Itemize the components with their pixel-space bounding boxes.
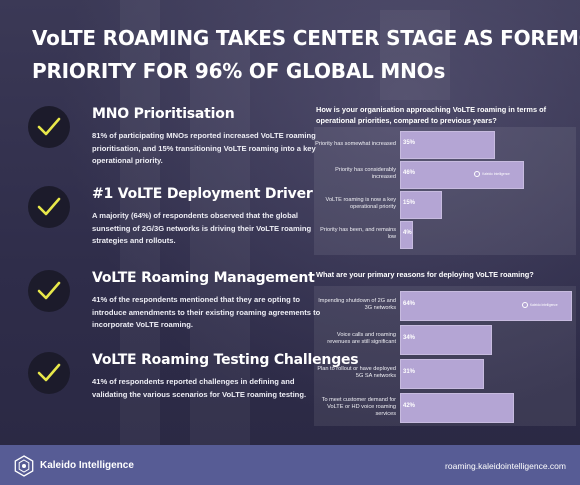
bar-row: Impending shutdown of 2G and 3G networks… [314, 288, 576, 322]
chart-deployment-reasons: Impending shutdown of 2G and 3G networks… [314, 286, 576, 426]
bar-value-label: 46% [403, 170, 416, 176]
bar-value-label: 35% [403, 140, 416, 146]
chart-title: How is your organisation approaching VoL… [316, 105, 547, 125]
checkmark-icon [28, 270, 70, 312]
title-line: PRIORITY FOR 96% OF GLOBAL MNOs [32, 59, 446, 83]
bar-category-label: Priority has been, and remains low [320, 227, 396, 240]
bar-category-label: To meet customer demand for VoLTE or HD … [321, 396, 396, 417]
feature-heading: #1 VoLTE Deployment Driver [92, 186, 313, 202]
background-building [120, 0, 160, 445]
bar-value-label: 34% [403, 335, 416, 341]
bar-value-label: 4% [403, 230, 412, 236]
bar [400, 131, 495, 159]
bar-row: Priority has considerably increased 46% Ka… [314, 159, 576, 189]
bar-category-label: Priority has considerably increased [335, 167, 396, 180]
footer-url[interactable]: roaming.kaleidointelligence.com [445, 461, 566, 471]
feature-body: 81% of participating MNOs reported incre… [92, 131, 316, 165]
watermark-stamp: Kaleido Intelligence [522, 302, 558, 308]
feature-heading: VoLTE Roaming Testing Challenges [92, 352, 359, 368]
bar-row: Voice calls and roaming revenues are sti… [314, 322, 576, 356]
feature-body: 41% of the respondents mentioned that th… [92, 295, 321, 329]
bar [400, 325, 493, 355]
kaleido-logo-icon [12, 454, 36, 483]
chart-priorities: Priority has somewhat increased 35% Priori… [314, 127, 576, 255]
bar-row: Plan to rollout or have deployed 5G SA n… [314, 356, 576, 390]
bar [400, 359, 485, 389]
bar-value-label: 31% [403, 369, 416, 375]
bar-value-label: 42% [403, 403, 416, 409]
bar-category-label: Priority has somewhat increased [315, 140, 396, 147]
feature-heading: VoLTE Roaming Management [92, 270, 315, 286]
checkmark-icon [28, 352, 70, 394]
brand-name: Kaleido Intelligence [40, 460, 134, 471]
watermark-stamp: Kaleido Intelligence [474, 171, 510, 177]
feature-body: A majority (64%) of respondents observed… [92, 211, 312, 245]
chart-title: What are your primary reasons for deploy… [316, 270, 534, 279]
checkmark-icon [28, 106, 70, 148]
bar-row: VoLTE roaming is now a key operational p… [314, 189, 576, 219]
bar-value-label: 15% [403, 200, 416, 206]
background-building [190, 40, 250, 445]
bar [400, 191, 442, 219]
background-building [380, 10, 450, 100]
bar-value-label: 64% [403, 301, 416, 307]
bar [400, 221, 413, 249]
page-title: VoLTE ROAMING TAKES CENTER STAGE AS FORE… [32, 22, 580, 88]
bar-row: Priority has been, and remains low 4% [314, 219, 576, 249]
feature-body: 41% of respondents reported challenges i… [92, 377, 307, 399]
footer: Kaleido Intelligence roaming.kaleidointe… [0, 445, 580, 485]
bar [400, 393, 514, 423]
bar-row: To meet customer demand for VoLTE or HD … [314, 390, 576, 424]
checkmark-icon [28, 186, 70, 228]
bar-row: Priority has somewhat increased 35% [314, 129, 576, 159]
title-line: VoLTE ROAMING TAKES CENTER STAGE AS FORE… [32, 26, 580, 50]
bar-category-label: Voice calls and roaming revenues are sti… [327, 332, 396, 345]
bar-category-label: Plan to rollout or have deployed 5G SA n… [317, 366, 396, 379]
bar-category-label: VoLTE roaming is now a key operational p… [325, 197, 396, 210]
bar-category-label: Impending shutdown of 2G and 3G networks [318, 298, 396, 311]
feature-heading: MNO Prioritisation [92, 106, 235, 122]
